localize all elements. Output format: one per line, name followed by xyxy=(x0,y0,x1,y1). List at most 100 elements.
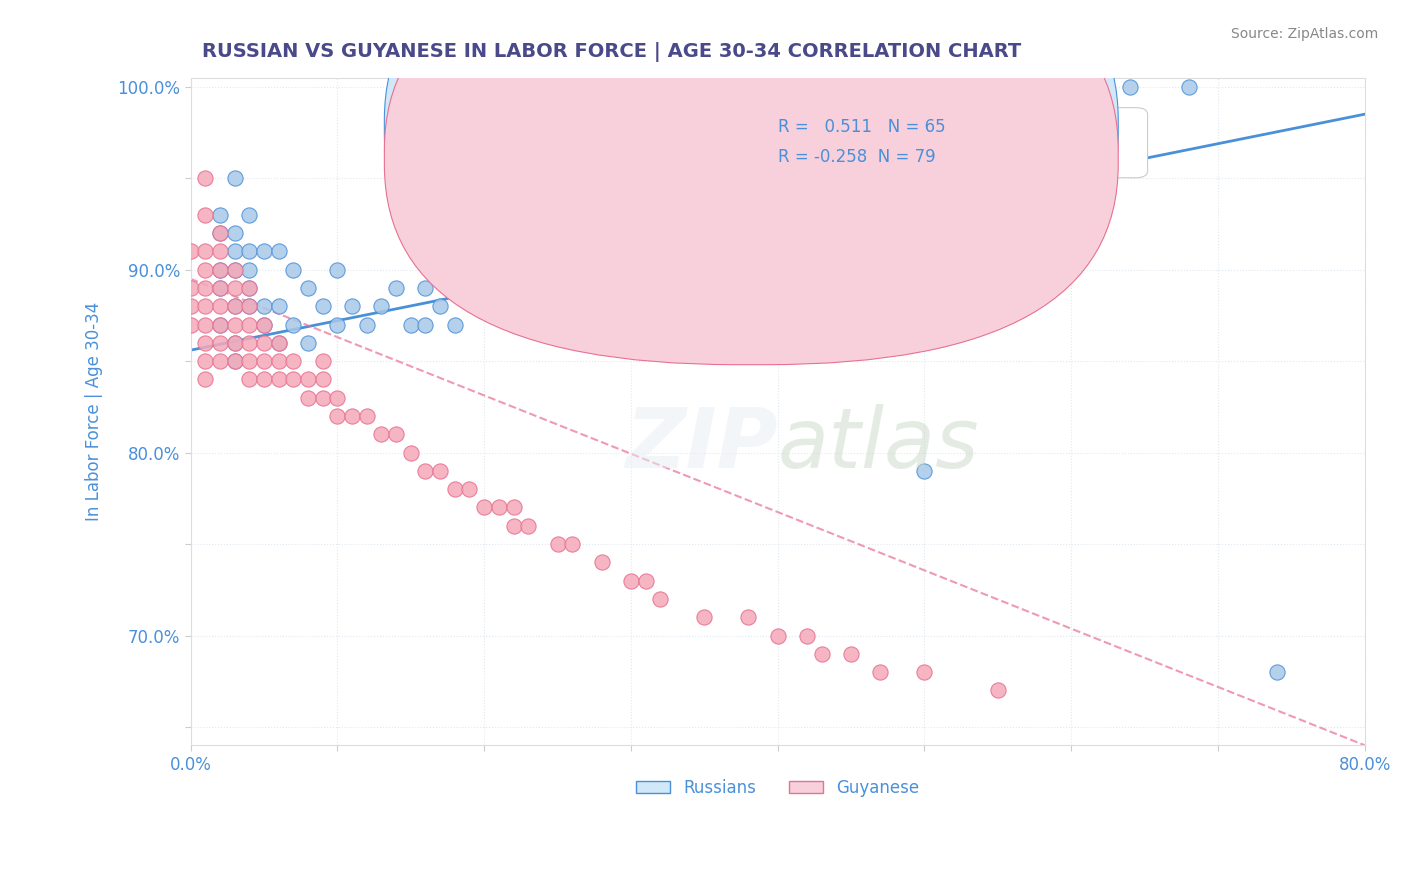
Point xyxy=(267,372,290,386)
Point xyxy=(224,335,246,350)
Point xyxy=(443,318,465,332)
Point xyxy=(224,354,246,368)
Point xyxy=(472,500,495,515)
Point xyxy=(502,518,524,533)
Point xyxy=(224,354,246,368)
Point xyxy=(796,628,818,642)
Point xyxy=(620,189,643,203)
Point xyxy=(297,281,319,295)
Point xyxy=(312,354,335,368)
Point xyxy=(869,665,891,679)
Point xyxy=(208,281,231,295)
Point xyxy=(810,647,832,661)
Point xyxy=(1119,79,1142,94)
Point xyxy=(194,208,217,222)
Point xyxy=(224,299,246,313)
Point xyxy=(180,299,202,313)
Point xyxy=(208,281,231,295)
Point xyxy=(194,244,217,259)
Point xyxy=(326,318,349,332)
Point xyxy=(855,79,877,94)
Text: RUSSIAN VS GUYANESE IN LABOR FORCE | AGE 30-34 CORRELATION CHART: RUSSIAN VS GUYANESE IN LABOR FORCE | AGE… xyxy=(202,42,1022,62)
Point xyxy=(1265,665,1288,679)
Point xyxy=(238,372,260,386)
Point xyxy=(634,574,657,588)
Point xyxy=(415,464,437,478)
Text: Source: ZipAtlas.com: Source: ZipAtlas.com xyxy=(1230,27,1378,41)
Point xyxy=(180,318,202,332)
Point xyxy=(283,318,305,332)
Point xyxy=(575,262,598,277)
Y-axis label: In Labor Force | Age 30-34: In Labor Force | Age 30-34 xyxy=(86,301,103,521)
Point xyxy=(1090,79,1112,94)
Point xyxy=(283,372,305,386)
Point xyxy=(238,299,260,313)
Point xyxy=(208,208,231,222)
Point xyxy=(253,299,276,313)
Point xyxy=(766,628,789,642)
Point xyxy=(429,464,451,478)
Point xyxy=(238,354,260,368)
Point xyxy=(370,427,392,442)
Point xyxy=(693,135,716,149)
Point xyxy=(502,500,524,515)
Point xyxy=(547,281,569,295)
Point xyxy=(914,665,936,679)
Point xyxy=(591,555,613,569)
Text: R =   0.511   N = 65: R = 0.511 N = 65 xyxy=(778,118,945,136)
Point xyxy=(488,500,510,515)
Point xyxy=(194,318,217,332)
Point xyxy=(224,318,246,332)
Point xyxy=(224,335,246,350)
Point xyxy=(810,79,832,94)
Point xyxy=(267,244,290,259)
Point xyxy=(253,318,276,332)
Point xyxy=(766,79,789,94)
Point xyxy=(224,299,246,313)
Point xyxy=(987,683,1010,698)
Point xyxy=(253,372,276,386)
Text: atlas: atlas xyxy=(778,404,980,485)
Point xyxy=(443,482,465,496)
FancyBboxPatch shape xyxy=(713,108,1147,178)
Point xyxy=(253,318,276,332)
Point xyxy=(679,153,702,167)
Point xyxy=(531,299,554,313)
Point xyxy=(224,171,246,186)
Point xyxy=(208,318,231,332)
Point xyxy=(517,318,540,332)
Point xyxy=(238,335,260,350)
Point xyxy=(429,299,451,313)
Point xyxy=(399,318,422,332)
Point xyxy=(253,354,276,368)
Point xyxy=(224,281,246,295)
Point xyxy=(194,262,217,277)
Point xyxy=(914,464,936,478)
Point xyxy=(752,79,775,94)
Point xyxy=(340,299,363,313)
Point xyxy=(942,79,965,94)
Point xyxy=(561,537,583,551)
Point xyxy=(208,299,231,313)
Point xyxy=(737,98,759,112)
Point xyxy=(415,318,437,332)
Point xyxy=(326,262,349,277)
Point xyxy=(312,372,335,386)
Point xyxy=(238,244,260,259)
Point xyxy=(693,610,716,624)
Point xyxy=(238,281,260,295)
Point xyxy=(356,409,378,423)
FancyBboxPatch shape xyxy=(384,0,1118,334)
Point xyxy=(194,372,217,386)
Point xyxy=(238,262,260,277)
Point xyxy=(208,226,231,240)
Point xyxy=(312,391,335,405)
Legend: Russians, Guyanese: Russians, Guyanese xyxy=(630,772,925,804)
Point xyxy=(194,354,217,368)
Point xyxy=(208,262,231,277)
Point xyxy=(650,171,672,186)
Point xyxy=(972,126,994,140)
Point xyxy=(180,281,202,295)
FancyBboxPatch shape xyxy=(384,0,1118,365)
Point xyxy=(238,299,260,313)
